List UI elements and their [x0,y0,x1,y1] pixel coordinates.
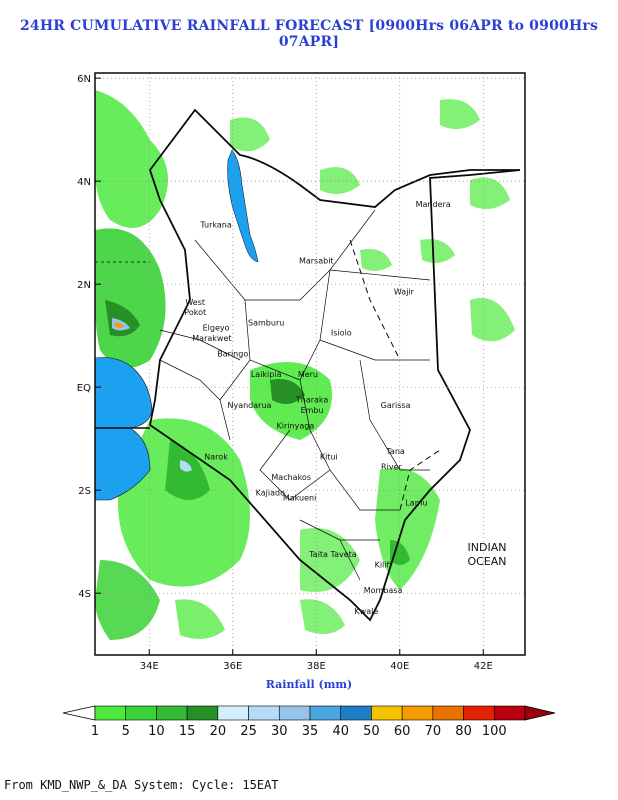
colorbar-label: 60 [394,724,411,739]
place-label: Machakos [271,473,311,482]
colorbar-label: 5 [122,724,130,739]
ocean-label-2: OCEAN [467,555,506,568]
map-title: 24HR CUMULATIVE RAINFALL FORECAST [0900H… [19,18,599,50]
place-label: Samburu [248,318,284,327]
county-boundaries [159,209,431,581]
place-label: Baringo [217,349,248,358]
place-label: Marsabit [299,257,334,266]
lon-tick-label: 38E [307,661,326,672]
lat-tick-label: 4S [78,589,91,600]
lat-tick-label: 2N [77,280,91,291]
colorbar-swatch [432,705,464,721]
colorbar-swatch [156,705,188,721]
colorbar-low-arrow [62,705,96,721]
place-label: Kajiado [256,488,285,497]
place-label: Turkana [199,221,231,230]
place-label: Narok [204,452,228,461]
colorbar: 1 5 10 15 20 25 30 35 40 50 60 70 80 100 [62,705,556,739]
colorbar-label: 10 [148,724,165,739]
place-label: Kwale [354,607,378,616]
colorbar-label: 35 [302,724,319,739]
colorbar-swatch [217,705,249,721]
rainfall-field [95,90,515,640]
footer-text: From KMD_NWP_&_DA System: Cycle: 15EAT [4,778,279,792]
place-label: Embu [301,406,324,415]
colorbar-swatch [309,705,342,721]
colorbar-swatch [401,705,434,721]
lat-tick-label: EQ [77,383,91,394]
colorbar-label: 25 [240,724,257,739]
lake-turkana [227,149,259,263]
place-label: Kilifi [375,560,392,569]
colorbar-label: 80 [455,724,472,739]
colorbar-label: 30 [271,724,288,739]
place-label: Makueni [283,493,316,502]
colorbar-swatch [186,705,219,721]
place-label: Wajir [394,287,415,296]
place-label: Garissa [381,401,411,410]
colorbar-swatch [278,705,311,721]
colorbar-label: 1 [91,724,99,739]
place-label: Marakwet [192,334,231,343]
map-frame [94,72,526,656]
place-label: Lamu [405,499,427,508]
place-label: Elgeyo [203,324,230,333]
lat-tick-label: 6N [77,74,91,85]
colorbar-swatch [493,705,526,721]
place-label: Mombasa [364,586,403,595]
colorbar-high-arrow [524,705,556,721]
lat-tick-label: 4N [77,177,91,188]
map-grid [95,73,525,655]
ocean-label-1: INDIAN [468,541,507,554]
dashed-boundaries [349,239,441,511]
colorbar-label: 70 [425,724,442,739]
axis-ticks: 34E 36E 38E 40E 42E 6N 4N 2N EQ 2S 4S [77,74,493,672]
place-label: Taita Taveta [308,550,357,559]
colorbar-label: 100 [482,724,507,739]
colorbar-label: 20 [210,724,227,739]
colorbar-swatch [94,705,127,721]
colorbar-swatch [463,705,495,721]
place-label: Isiolo [331,329,352,338]
place-label: Nyandarua [227,401,271,410]
colorbar-swatch [340,705,372,721]
colorbar-label: 50 [363,724,380,739]
place-label: Laikipia [251,370,282,379]
place-label: Kirinyaga [277,421,315,430]
rainfall-map: INDIAN OCEAN Turkana Mandera Marsabit Wajir… [62,72,556,739]
colorbar-swatch [371,705,403,721]
place-label: Tharaka [295,396,329,405]
lake-victoria [94,357,153,429]
place-label: Kitui [320,452,338,461]
place-label: West [185,298,205,307]
lake-victoria-south [94,427,151,501]
lon-tick-label: 34E [140,661,159,672]
colorbar-swatch [125,705,157,721]
place-label: Mandera [416,200,451,209]
colorbar-label: 15 [179,724,196,739]
country-border [148,108,521,622]
place-label: Pokot [184,308,206,317]
colorbar-swatch [248,705,280,721]
colorbar-title: Rainfall (mm) [265,678,353,691]
place-label: Tana [385,447,405,456]
colorbar-label: 40 [332,724,349,739]
lon-tick-label: 42E [474,661,493,672]
lat-tick-label: 2S [78,486,91,497]
lon-tick-label: 36E [223,661,242,672]
lon-tick-label: 40E [390,661,409,672]
place-label: Meru [298,370,318,379]
place-label: River [381,463,402,472]
